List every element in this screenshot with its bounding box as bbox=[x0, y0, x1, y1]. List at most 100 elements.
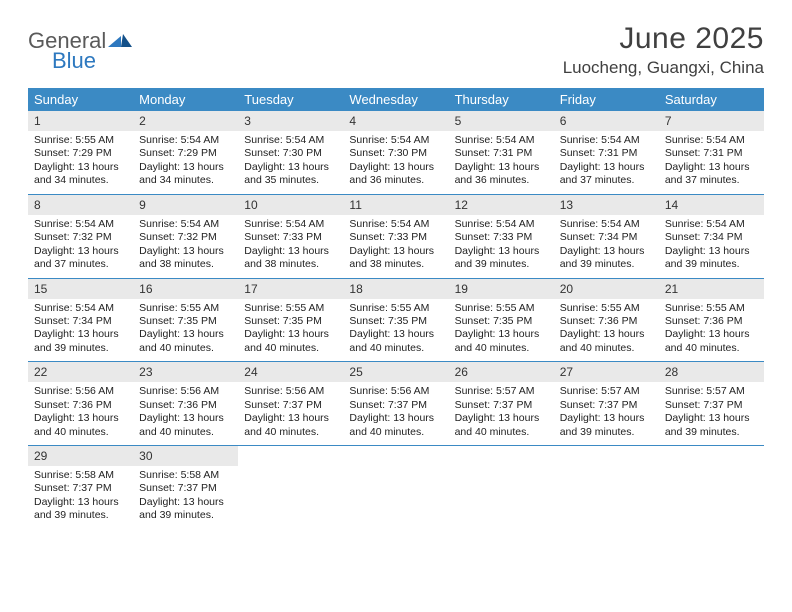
sunrise-line: Sunrise: 5:56 AM bbox=[34, 385, 127, 398]
day-number bbox=[343, 446, 448, 466]
sunrise-line: Sunrise: 5:54 AM bbox=[349, 218, 442, 231]
brand-mark-icon bbox=[108, 33, 132, 54]
sunrise-line: Sunrise: 5:56 AM bbox=[349, 385, 442, 398]
day-details: Sunrise: 5:54 AMSunset: 7:34 PMDaylight:… bbox=[659, 215, 764, 272]
daylight-line: Daylight: 13 hours and 39 minutes. bbox=[455, 245, 548, 272]
sunrise-line: Sunrise: 5:54 AM bbox=[560, 218, 653, 231]
day-number: 14 bbox=[659, 195, 764, 215]
calendar-week-row: 29Sunrise: 5:58 AMSunset: 7:37 PMDayligh… bbox=[28, 446, 764, 529]
sunrise-line: Sunrise: 5:54 AM bbox=[665, 134, 758, 147]
sunset-line: Sunset: 7:30 PM bbox=[244, 147, 337, 160]
calendar-day-cell: 27Sunrise: 5:57 AMSunset: 7:37 PMDayligh… bbox=[554, 362, 659, 445]
day-number: 2 bbox=[133, 111, 238, 131]
day-details: Sunrise: 5:54 AMSunset: 7:34 PMDaylight:… bbox=[28, 299, 133, 356]
sunrise-line: Sunrise: 5:54 AM bbox=[244, 134, 337, 147]
day-number: 10 bbox=[238, 195, 343, 215]
day-details: Sunrise: 5:54 AMSunset: 7:31 PMDaylight:… bbox=[449, 131, 554, 188]
calendar-day-cell: 22Sunrise: 5:56 AMSunset: 7:36 PMDayligh… bbox=[28, 362, 133, 445]
weekday-header: Monday bbox=[133, 88, 238, 111]
sunset-line: Sunset: 7:37 PM bbox=[244, 399, 337, 412]
daylight-line: Daylight: 13 hours and 40 minutes. bbox=[139, 412, 232, 439]
day-number: 20 bbox=[554, 279, 659, 299]
sunset-line: Sunset: 7:37 PM bbox=[455, 399, 548, 412]
sunset-line: Sunset: 7:36 PM bbox=[665, 315, 758, 328]
day-number: 30 bbox=[133, 446, 238, 466]
daylight-line: Daylight: 13 hours and 39 minutes. bbox=[665, 245, 758, 272]
day-details: Sunrise: 5:55 AMSunset: 7:35 PMDaylight:… bbox=[238, 299, 343, 356]
day-details: Sunrise: 5:55 AMSunset: 7:36 PMDaylight:… bbox=[554, 299, 659, 356]
day-details: Sunrise: 5:57 AMSunset: 7:37 PMDaylight:… bbox=[449, 382, 554, 439]
sunrise-line: Sunrise: 5:54 AM bbox=[665, 218, 758, 231]
daylight-line: Daylight: 13 hours and 36 minutes. bbox=[349, 161, 442, 188]
month-title: June 2025 bbox=[563, 22, 764, 56]
calendar-day-cell: 10Sunrise: 5:54 AMSunset: 7:33 PMDayligh… bbox=[238, 195, 343, 278]
daylight-line: Daylight: 13 hours and 38 minutes. bbox=[139, 245, 232, 272]
calendar-day-cell: 8Sunrise: 5:54 AMSunset: 7:32 PMDaylight… bbox=[28, 195, 133, 278]
daylight-line: Daylight: 13 hours and 39 minutes. bbox=[560, 245, 653, 272]
daylight-line: Daylight: 13 hours and 40 minutes. bbox=[349, 412, 442, 439]
day-details: Sunrise: 5:56 AMSunset: 7:36 PMDaylight:… bbox=[28, 382, 133, 439]
calendar-day-cell: 26Sunrise: 5:57 AMSunset: 7:37 PMDayligh… bbox=[449, 362, 554, 445]
calendar-day-cell: 28Sunrise: 5:57 AMSunset: 7:37 PMDayligh… bbox=[659, 362, 764, 445]
daylight-line: Daylight: 13 hours and 39 minutes. bbox=[665, 412, 758, 439]
sunset-line: Sunset: 7:37 PM bbox=[349, 399, 442, 412]
sunrise-line: Sunrise: 5:54 AM bbox=[139, 134, 232, 147]
sunset-line: Sunset: 7:29 PM bbox=[34, 147, 127, 160]
brand-part2: Blue bbox=[52, 48, 96, 73]
daylight-line: Daylight: 13 hours and 40 minutes. bbox=[244, 328, 337, 355]
calendar-day-cell: 25 Sunrise: 5:56 AMSunset: 7:37 PMDayligh… bbox=[343, 362, 448, 445]
sunset-line: Sunset: 7:35 PM bbox=[244, 315, 337, 328]
calendar-day-cell bbox=[449, 446, 554, 529]
calendar-week-row: 22Sunrise: 5:56 AMSunset: 7:36 PMDayligh… bbox=[28, 362, 764, 446]
weekday-header-row: SundayMondayTuesdayWednesdayThursdayFrid… bbox=[28, 88, 764, 111]
day-number: 22 bbox=[28, 362, 133, 382]
calendar-day-cell: 7Sunrise: 5:54 AMSunset: 7:31 PMDaylight… bbox=[659, 111, 764, 194]
sunset-line: Sunset: 7:31 PM bbox=[665, 147, 758, 160]
location-label: Luocheng, Guangxi, China bbox=[563, 58, 764, 78]
calendar-day-cell: 13Sunrise: 5:54 AMSunset: 7:34 PMDayligh… bbox=[554, 195, 659, 278]
day-number: 25 bbox=[343, 362, 448, 382]
sunset-line: Sunset: 7:36 PM bbox=[34, 399, 127, 412]
day-number: 27 bbox=[554, 362, 659, 382]
weekday-header: Wednesday bbox=[343, 88, 448, 111]
sunset-line: Sunset: 7:36 PM bbox=[139, 399, 232, 412]
daylight-line: Daylight: 13 hours and 40 minutes. bbox=[665, 328, 758, 355]
day-number: 8 bbox=[28, 195, 133, 215]
day-details: Sunrise: 5:54 AMSunset: 7:32 PMDaylight:… bbox=[133, 215, 238, 272]
calendar-week-row: 1Sunrise: 5:55 AMSunset: 7:29 PMDaylight… bbox=[28, 111, 764, 195]
sunset-line: Sunset: 7:37 PM bbox=[34, 482, 127, 495]
day-number: 24 bbox=[238, 362, 343, 382]
day-details: Sunrise: 5:55 AMSunset: 7:35 PMDaylight:… bbox=[133, 299, 238, 356]
day-number: 23 bbox=[133, 362, 238, 382]
sunset-line: Sunset: 7:35 PM bbox=[349, 315, 442, 328]
daylight-line: Daylight: 13 hours and 40 minutes. bbox=[139, 328, 232, 355]
day-details: Sunrise: 5:55 AMSunset: 7:29 PMDaylight:… bbox=[28, 131, 133, 188]
day-details: Sunrise: 5:58 AMSunset: 7:37 PMDaylight:… bbox=[133, 466, 238, 523]
sunrise-line: Sunrise: 5:54 AM bbox=[34, 302, 127, 315]
sunset-line: Sunset: 7:33 PM bbox=[455, 231, 548, 244]
day-number: 16 bbox=[133, 279, 238, 299]
calendar-day-cell: 11Sunrise: 5:54 AMSunset: 7:33 PMDayligh… bbox=[343, 195, 448, 278]
day-details: Sunrise: 5:54 AMSunset: 7:30 PMDaylight:… bbox=[238, 131, 343, 188]
calendar-week-row: 15Sunrise: 5:54 AMSunset: 7:34 PMDayligh… bbox=[28, 279, 764, 363]
calendar-day-cell bbox=[238, 446, 343, 529]
sunrise-line: Sunrise: 5:55 AM bbox=[139, 302, 232, 315]
sunset-line: Sunset: 7:33 PM bbox=[244, 231, 337, 244]
daylight-line: Daylight: 13 hours and 38 minutes. bbox=[349, 245, 442, 272]
calendar-day-cell: 17Sunrise: 5:55 AMSunset: 7:35 PMDayligh… bbox=[238, 279, 343, 362]
day-number: 21 bbox=[659, 279, 764, 299]
day-number: 13 bbox=[554, 195, 659, 215]
calendar-day-cell: 9Sunrise: 5:54 AMSunset: 7:32 PMDaylight… bbox=[133, 195, 238, 278]
calendar-day-cell: 1Sunrise: 5:55 AMSunset: 7:29 PMDaylight… bbox=[28, 111, 133, 194]
day-details: Sunrise: 5:54 AMSunset: 7:33 PMDaylight:… bbox=[238, 215, 343, 272]
sunrise-line: Sunrise: 5:58 AM bbox=[139, 469, 232, 482]
sunrise-line: Sunrise: 5:54 AM bbox=[349, 134, 442, 147]
day-number: 3 bbox=[238, 111, 343, 131]
sunrise-line: Sunrise: 5:57 AM bbox=[560, 385, 653, 398]
sunset-line: Sunset: 7:37 PM bbox=[560, 399, 653, 412]
day-number: 17 bbox=[238, 279, 343, 299]
day-number: 19 bbox=[449, 279, 554, 299]
sunset-line: Sunset: 7:33 PM bbox=[349, 231, 442, 244]
day-number: 5 bbox=[449, 111, 554, 131]
day-details: Sunrise: 5:54 AMSunset: 7:32 PMDaylight:… bbox=[28, 215, 133, 272]
